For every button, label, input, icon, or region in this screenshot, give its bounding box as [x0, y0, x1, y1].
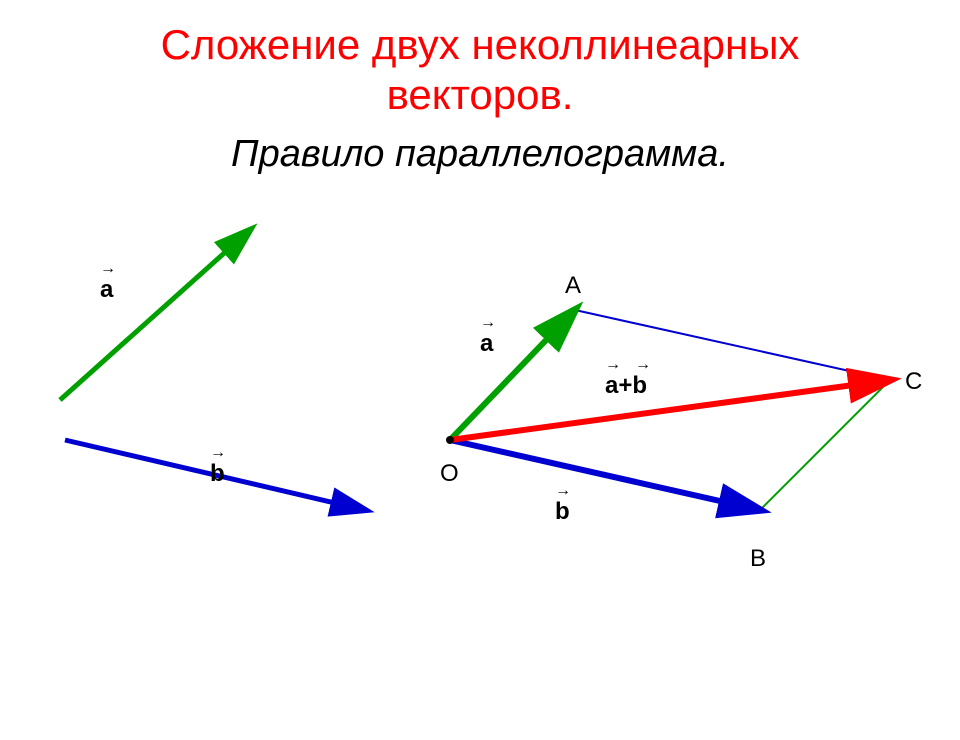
point-label-o: O	[440, 460, 459, 488]
arrow-over-icon: →	[480, 314, 496, 332]
left-vector-a	[60, 230, 250, 400]
right-vector-sum	[450, 380, 890, 440]
point-label-c: C	[905, 368, 922, 396]
arrow-over-icon: →	[635, 356, 651, 374]
arrow-over-icon: →	[555, 482, 571, 500]
left-label-b: b	[210, 460, 225, 488]
origin-point	[446, 436, 454, 444]
arrow-over-icon: →	[100, 260, 116, 278]
side-bc	[760, 380, 890, 510]
right-label-a: a	[480, 330, 493, 358]
arrow-over-icon: →	[605, 356, 621, 374]
vector-diagram	[0, 20, 960, 740]
arrow-over-icon: →	[210, 444, 226, 462]
point-label-a: A	[565, 272, 581, 300]
point-label-b: B	[750, 545, 766, 573]
right-vector-b	[450, 440, 760, 510]
right-vector-a	[450, 310, 575, 440]
side-ac	[575, 310, 890, 380]
right-label-b: b	[555, 498, 570, 526]
left-label-a: a	[100, 276, 113, 304]
right-label-sum: a+b	[605, 372, 647, 400]
